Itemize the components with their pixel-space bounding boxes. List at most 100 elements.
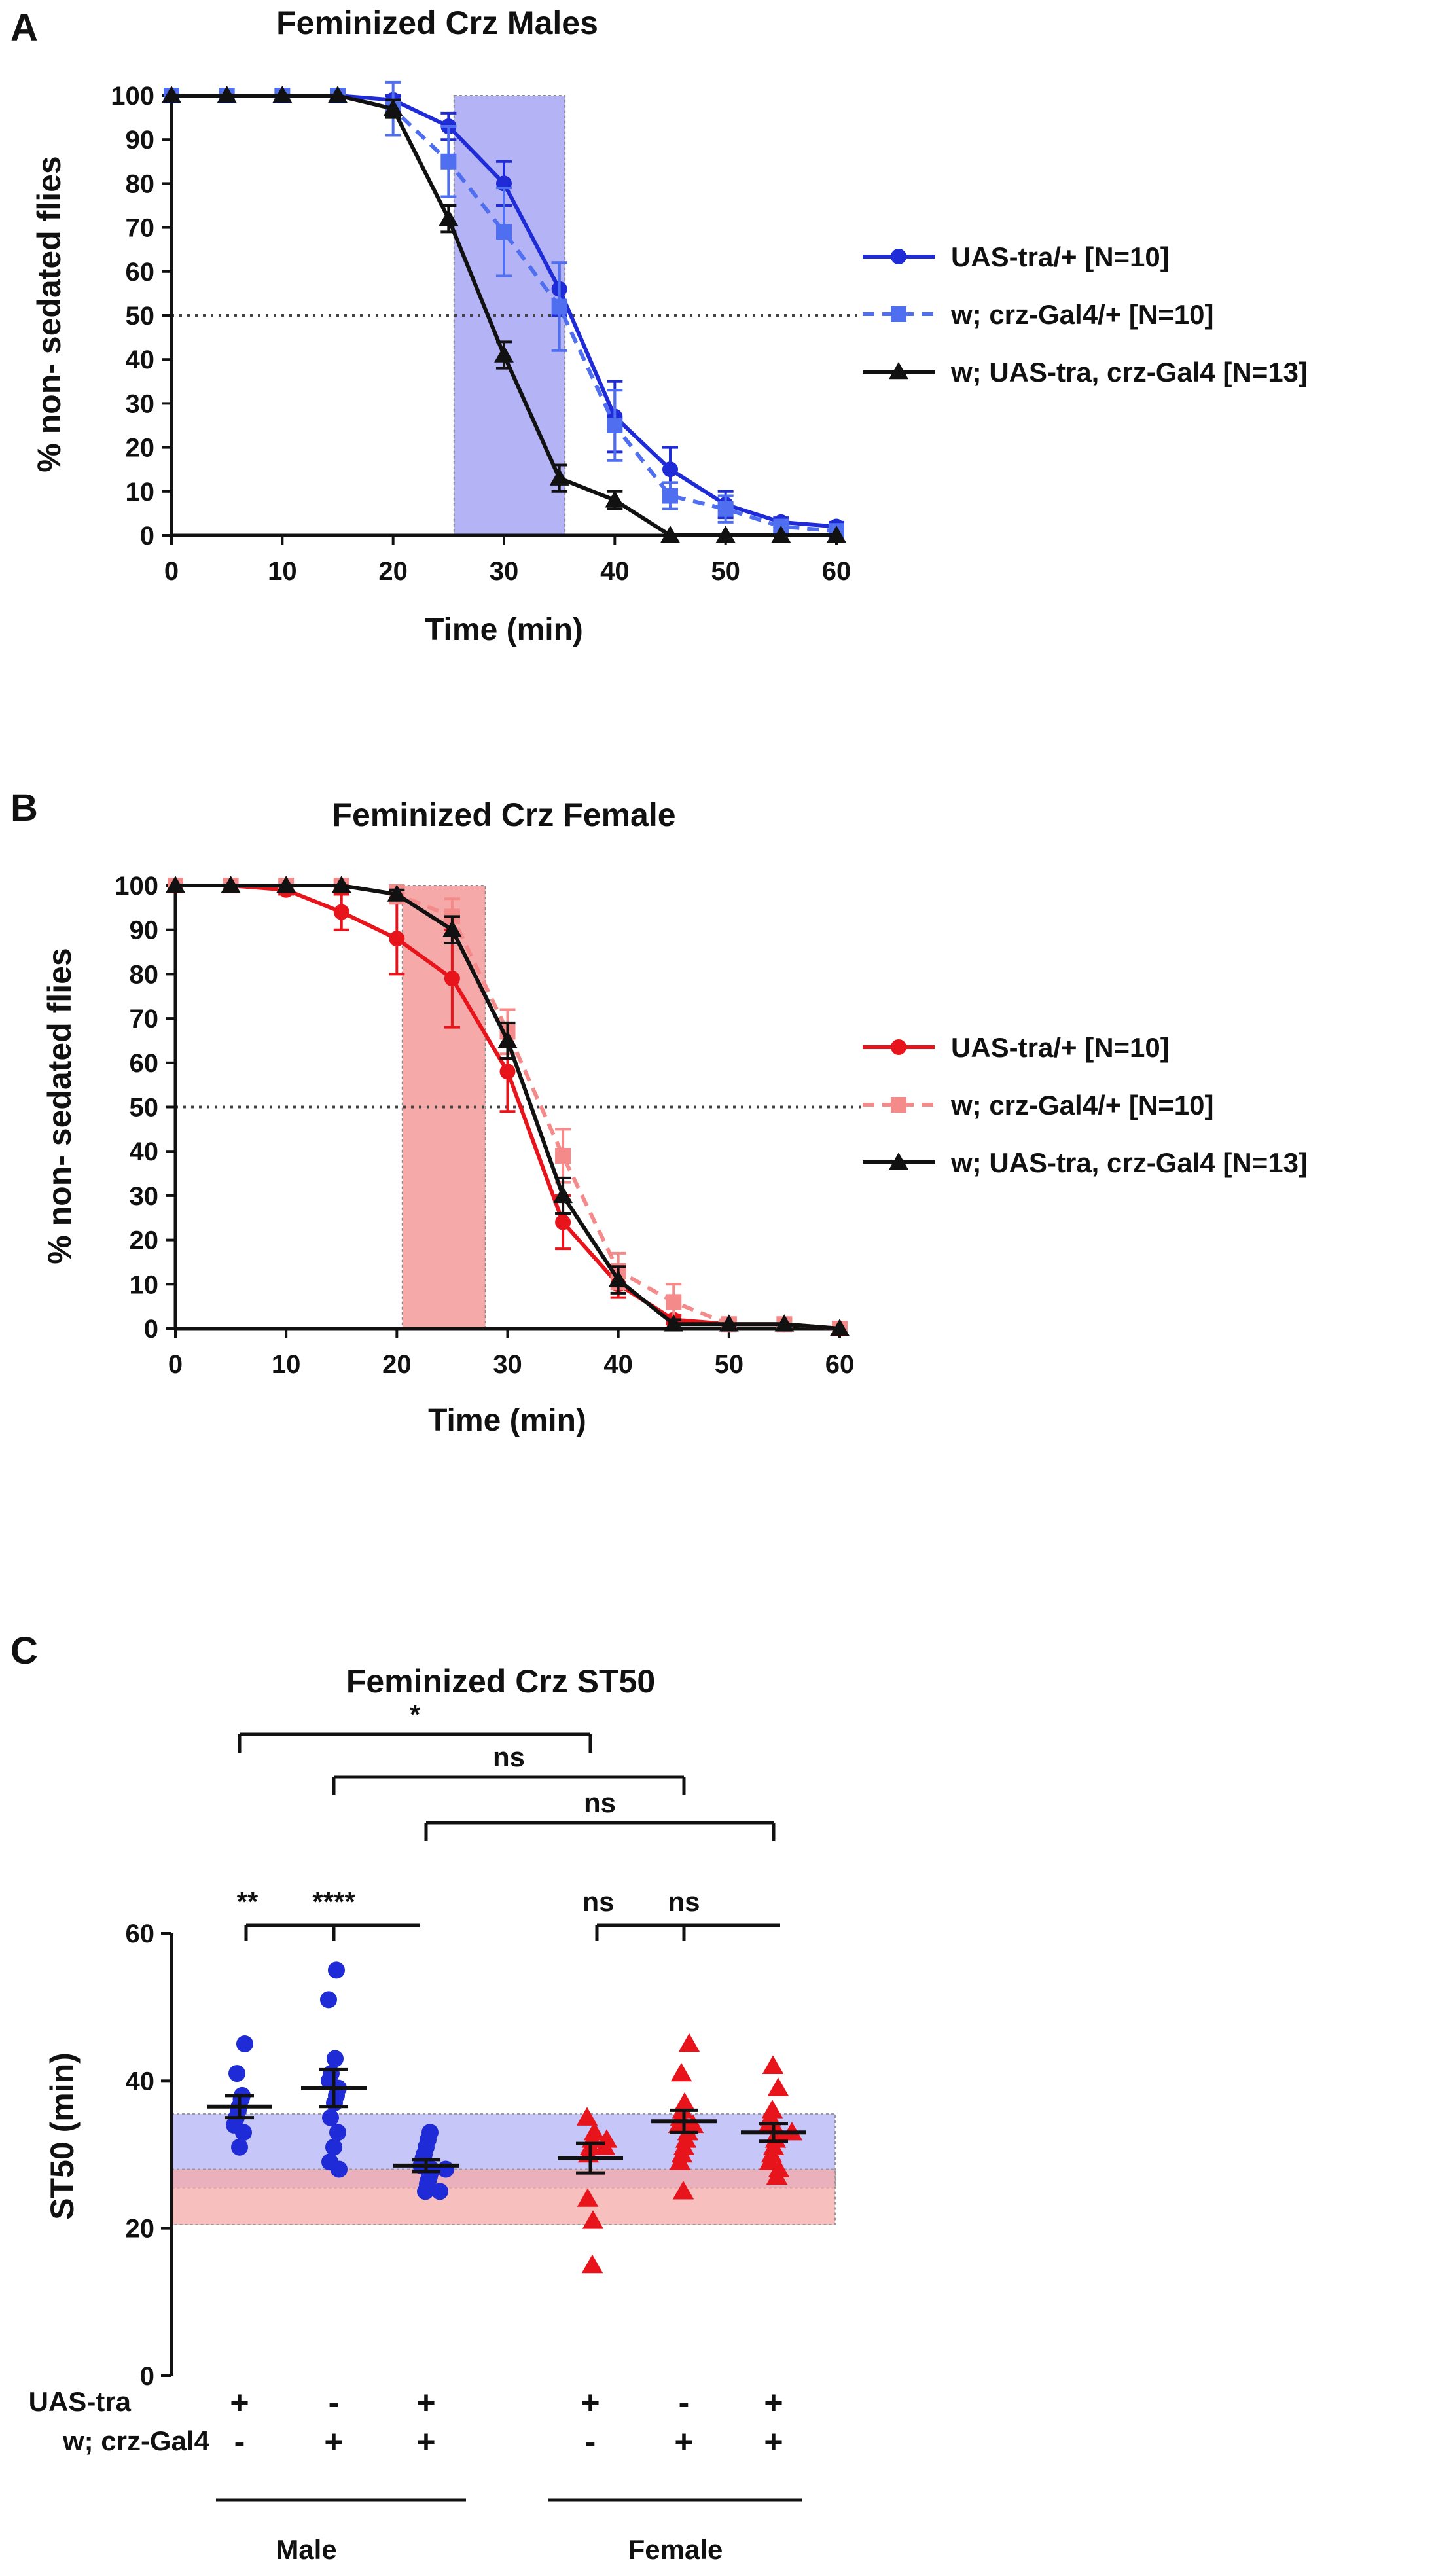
x-tick-label: 10 — [272, 1350, 301, 1379]
data-point — [442, 920, 462, 937]
x-tick-label: 0 — [164, 557, 179, 586]
data-point — [431, 2183, 448, 2200]
data-point — [328, 1961, 345, 1979]
data-point — [217, 86, 237, 103]
y-tick-label: 90 — [126, 126, 155, 154]
panel-a-title: Feminized Crz Males — [276, 5, 598, 41]
panel-a-ylabel: % non- sedated flies — [31, 156, 67, 472]
data-point — [549, 468, 569, 486]
panel-c-ylabel: ST50 (min) — [44, 2052, 81, 2220]
uas-tra-sign: + — [764, 2384, 783, 2421]
x-tick-label: 50 — [715, 1350, 744, 1379]
row-label-uas-tra: UAS-tra — [29, 2386, 132, 2417]
y-tick-label: 0 — [140, 522, 154, 550]
data-point — [662, 488, 678, 504]
x-tick-label: 40 — [600, 557, 630, 586]
legend-marker — [891, 1097, 906, 1113]
sex-label-female: Female — [628, 2534, 723, 2565]
data-point — [333, 904, 349, 920]
y-tick-label: 80 — [126, 170, 155, 198]
data-point — [555, 1147, 571, 1164]
y-tick-label: 50 — [130, 1094, 159, 1122]
panel-a-letter: A — [10, 7, 38, 49]
y-tick-label: 60 — [126, 1920, 155, 1948]
x-tick-label: 60 — [822, 557, 851, 586]
data-point — [553, 1185, 573, 1204]
y-tick-label: 50 — [126, 302, 155, 331]
reference-band — [171, 2168, 836, 2226]
y-tick-label: 80 — [130, 960, 159, 989]
data-point — [327, 2050, 344, 2067]
x-tick-label: 60 — [825, 1350, 855, 1379]
y-tick-label: 70 — [126, 214, 155, 243]
y-tick-label: 10 — [130, 1270, 159, 1299]
legend-marker — [891, 1039, 906, 1055]
data-point — [771, 526, 791, 543]
y-tick-label: 90 — [130, 916, 159, 945]
y-tick-label: 40 — [130, 1137, 159, 1166]
y-tick-label: 70 — [130, 1005, 159, 1033]
data-point — [437, 2160, 454, 2178]
data-point — [221, 876, 241, 893]
y-tick-label: 30 — [130, 1182, 159, 1211]
data-point — [499, 1064, 516, 1080]
data-point — [605, 490, 625, 508]
data-point — [497, 1030, 518, 1048]
y-tick-label: 0 — [140, 2362, 154, 2391]
data-point — [236, 2035, 253, 2052]
y-tick-label: 30 — [126, 389, 155, 418]
y-tick-label: 20 — [126, 434, 155, 463]
data-point — [496, 224, 512, 240]
data-point — [669, 2151, 691, 2170]
data-point — [576, 2107, 598, 2126]
data-point — [670, 2062, 692, 2082]
data-point — [235, 2124, 252, 2141]
data-point — [717, 501, 734, 517]
data-point — [166, 876, 185, 893]
x-tick-label: 30 — [490, 557, 519, 586]
data-point — [325, 2138, 342, 2156]
y-tick-label: 100 — [115, 872, 158, 901]
uas-tra-sign: - — [329, 2384, 340, 2421]
data-point — [328, 86, 348, 103]
data-point — [331, 2160, 348, 2178]
data-point — [555, 1214, 571, 1230]
uas-tra-sign: - — [679, 2384, 690, 2421]
data-point — [331, 876, 351, 893]
legend-label: w; crz-Gal4/+ [N=10] — [950, 299, 1213, 330]
data-point — [162, 86, 181, 103]
crz-gal4-sign: + — [416, 2424, 435, 2460]
panel-b-xlabel: Time (min) — [428, 1403, 586, 1438]
x-tick-label: 40 — [603, 1350, 633, 1379]
data-point — [387, 884, 407, 902]
x-tick-label: 20 — [382, 1350, 412, 1379]
data-point — [660, 526, 680, 543]
y-tick-label: 20 — [130, 1226, 159, 1255]
legend-label: w; UAS-tra, crz-Gal4 [N=13] — [950, 1147, 1308, 1178]
data-point — [577, 2188, 599, 2207]
data-point — [762, 2055, 784, 2074]
x-tick-label: 20 — [378, 557, 408, 586]
y-tick-label: 0 — [144, 1315, 158, 1344]
data-point — [759, 2151, 781, 2170]
significance-label: ns — [493, 1742, 525, 1772]
data-point — [664, 1314, 684, 1332]
legend-marker — [891, 306, 906, 322]
crz-gal4-sign: + — [764, 2424, 783, 2460]
significance-label: ns — [668, 1886, 700, 1917]
panel-b-title: Feminized Crz Female — [332, 796, 675, 833]
data-point — [594, 2136, 616, 2155]
data-point — [329, 2124, 346, 2141]
x-tick-label: 0 — [168, 1350, 183, 1379]
data-point — [581, 2254, 603, 2274]
data-point — [272, 86, 293, 103]
legend-label: w; crz-Gal4/+ [N=10] — [950, 1090, 1213, 1120]
uas-tra-sign: + — [416, 2384, 435, 2421]
data-point — [444, 971, 460, 987]
panel-a-xlabel: Time (min) — [425, 613, 583, 647]
significance-label: ns — [584, 1787, 616, 1818]
data-point — [662, 461, 678, 478]
y-tick-label: 20 — [126, 2215, 155, 2244]
panel-c-title: Feminized Crz ST50 — [346, 1663, 655, 1700]
